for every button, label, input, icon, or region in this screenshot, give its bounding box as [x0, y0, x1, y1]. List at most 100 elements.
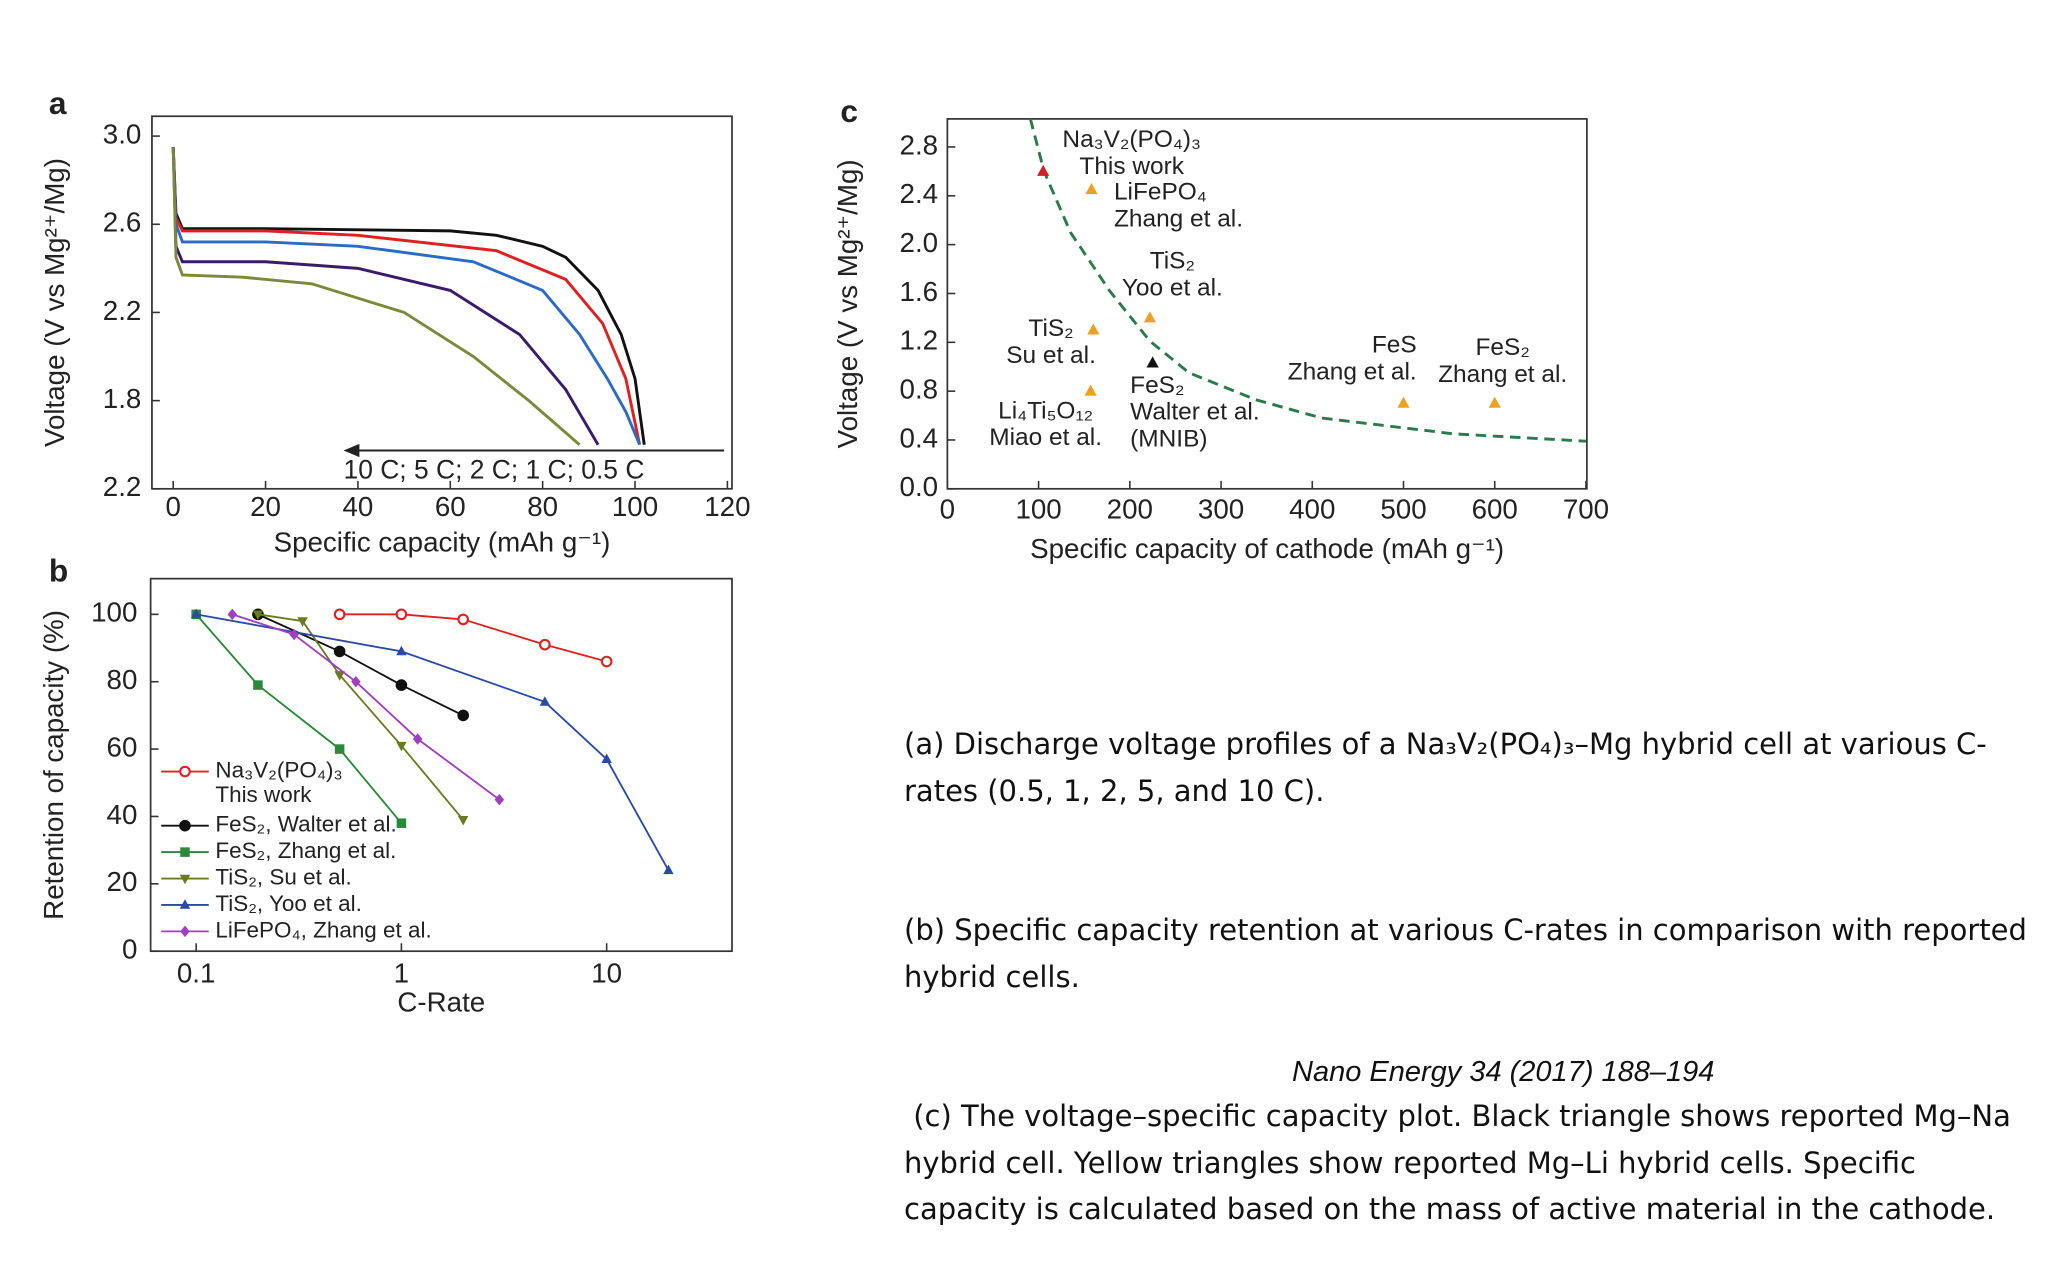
x-tick-label: 120: [704, 491, 750, 522]
point: [1146, 356, 1159, 368]
marker: [396, 818, 407, 828]
legend-marker: [180, 925, 190, 938]
marker: [396, 645, 407, 656]
y-tick-label: 1.2: [900, 325, 939, 356]
point: [1037, 164, 1050, 176]
y-tick-label: 1.8: [103, 383, 142, 414]
series-line: [195, 613, 403, 824]
point-label: Na₃V₂(PO₄)₃ This work: [1062, 126, 1201, 180]
plot-frame: [946, 118, 1588, 490]
marker: [395, 679, 408, 691]
marker: [227, 608, 238, 621]
series-line: [171, 147, 581, 446]
legend-label: TiS₂, Yoo et al.: [215, 891, 361, 916]
legend-label: FeS₂, Walter et al.: [215, 812, 396, 837]
legend-label: TiS₂, Su et al.: [215, 864, 351, 889]
annotation-arrowhead: [343, 443, 360, 458]
y-tick-label: 1.6: [900, 276, 939, 307]
y-axis-label: Retention of capacity (%): [38, 610, 69, 920]
legend-marker: [180, 847, 190, 857]
x-axis-label: C-Rate: [397, 986, 485, 1017]
x-tick-label: 1: [394, 957, 409, 988]
panel-label: a: [49, 85, 67, 121]
x-tick-label: 40: [342, 491, 373, 522]
series-line: [339, 613, 607, 663]
marker: [396, 741, 407, 752]
x-tick-label: 60: [435, 491, 466, 522]
y-tick-label: 80: [107, 664, 138, 695]
marker: [289, 628, 299, 641]
y-tick-label: 60: [107, 731, 138, 762]
caption-paragraph: (c) The voltage–specific capacity plot. …: [904, 1099, 2021, 1226]
marker: [663, 864, 674, 875]
y-tick-label: 2.2: [103, 295, 142, 326]
series-line: [171, 147, 600, 446]
marker: [333, 608, 346, 621]
caption-paragraph: (b) Specific capacity retention at vario…: [904, 913, 2037, 994]
marker: [351, 676, 361, 688]
x-axis-label: Specific capacity of cathode (mAh g⁻¹): [1030, 533, 1504, 564]
marker: [494, 793, 505, 806]
marker: [600, 655, 613, 668]
page: a Specific capacity (mAh g⁻¹) Voltage (V v…: [37, 85, 2037, 1226]
point: [1085, 183, 1098, 195]
point-label: LiFePO₄ Zhang et al.: [1114, 179, 1243, 233]
x-tick-label: 700: [1563, 494, 1609, 525]
y-axis-label: Voltage (V vs Mg²⁺/Mg): [832, 159, 863, 448]
series-line: [171, 147, 646, 445]
fit-curve: [1028, 118, 1587, 443]
panel-label: b: [49, 553, 68, 589]
y-tick-label: 2.2: [103, 471, 142, 502]
point-label: FeS₂ Walter et al. (MNIB): [1130, 372, 1259, 453]
y-tick-label: 20: [107, 866, 138, 897]
x-axis-label: Specific capacity (mAh g⁻¹): [274, 527, 611, 558]
point-label: TiS₂ Yoo et al.: [1122, 248, 1223, 302]
x-tick-label: 20: [250, 491, 281, 522]
marker: [395, 608, 408, 621]
marker: [601, 753, 612, 763]
marker: [539, 696, 551, 706]
legend-marker: [179, 874, 191, 885]
point-label: Li₄Ti₅O₁₂ Miao et al.: [989, 398, 1102, 452]
point: [1087, 323, 1100, 335]
marker: [457, 816, 469, 826]
point: [1084, 384, 1097, 396]
point-label: FeS₂ Zhang et al.: [1438, 335, 1567, 389]
x-tick-label: 200: [1107, 494, 1153, 525]
series-line: [171, 147, 641, 446]
y-tick-label: 2.8: [900, 129, 939, 160]
marker: [190, 608, 202, 619]
x-tick-label: 10: [591, 957, 622, 988]
x-tick-label: 0: [165, 491, 180, 522]
x-tick-label: 0: [940, 494, 955, 525]
x-tick-label: 0.1: [177, 957, 216, 988]
y-tick-label: 2.0: [900, 227, 939, 258]
y-tick-label: 0.4: [900, 422, 939, 453]
x-tick-label: 100: [1015, 494, 1061, 525]
marker: [252, 610, 264, 621]
x-tick-label: 80: [527, 491, 558, 522]
caption-paragraph: (a) Discharge voltage profiles of a Na₃V…: [904, 727, 1987, 808]
point: [1488, 396, 1501, 408]
marker: [457, 613, 470, 626]
marker: [334, 671, 345, 681]
plot-frame: [151, 115, 733, 490]
y-tick-label: 0.8: [900, 373, 939, 404]
citation: Nano Energy 34 (2017) 188–194: [1292, 1056, 1715, 1088]
annotation: 10 C; 5 C; 2 C; 1 C; 0.5 C: [344, 455, 645, 485]
point-label: TiS₂ Su et al.: [1006, 316, 1096, 370]
x-tick-label: 400: [1289, 494, 1335, 525]
marker: [297, 617, 308, 627]
y-tick-label: 3.0: [103, 118, 142, 149]
panel-label: c: [840, 93, 858, 129]
marker: [412, 733, 423, 745]
series-line: [171, 147, 642, 446]
y-tick-label: 40: [107, 799, 138, 830]
y-tick-label: 100: [91, 597, 137, 628]
point: [1397, 396, 1410, 408]
marker: [253, 680, 263, 690]
marker: [539, 638, 551, 651]
y-tick-label: 2.6: [103, 207, 142, 238]
point-label: FeS Zhang et al.: [1288, 332, 1417, 386]
figure: a Specific capacity (mAh g⁻¹) Voltage (V v…: [38, 85, 1609, 1017]
